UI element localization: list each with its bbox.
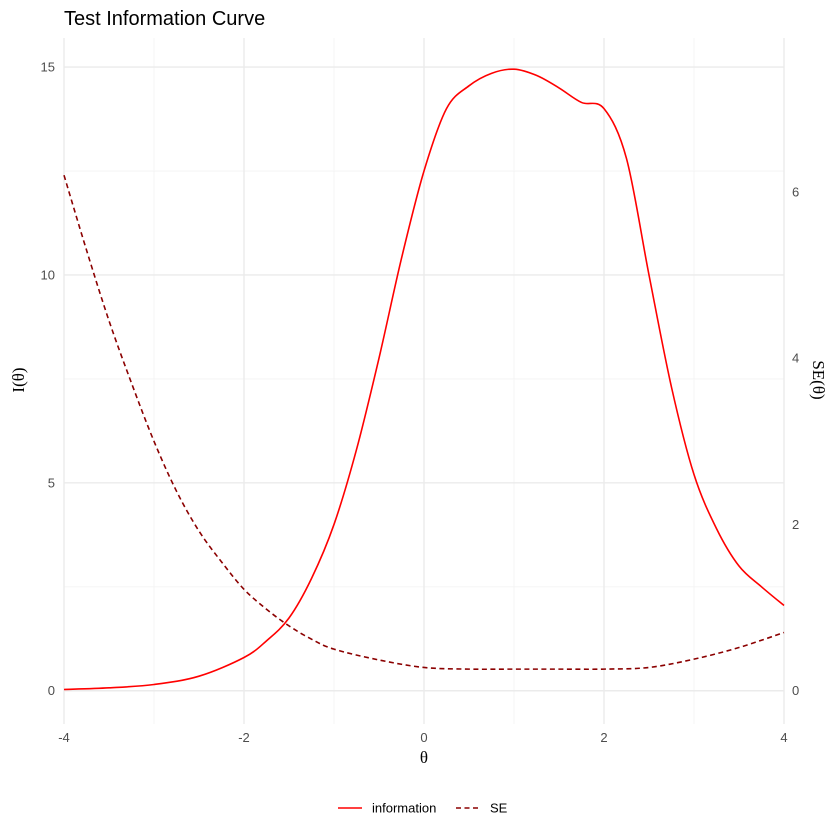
y-tick-label: 15 xyxy=(41,60,55,75)
x-tick-label: -4 xyxy=(58,730,70,745)
y2-tick-label: 2 xyxy=(792,517,799,532)
legend-label-se: SE xyxy=(490,801,508,816)
x-axis-title: θ xyxy=(420,748,428,767)
y-tick-label: 10 xyxy=(41,267,55,282)
y2-tick-label: 6 xyxy=(792,184,799,199)
axis-ticks: -4 -2 0 2 4 0 5 10 15 0 2 4 6 xyxy=(41,60,800,745)
x-tick-label: 4 xyxy=(780,730,787,745)
y-tick-label: 0 xyxy=(48,683,55,698)
chart-legend: information SE xyxy=(338,801,508,816)
y2-axis-title: SE(θ) xyxy=(809,360,828,399)
x-tick-label: -2 xyxy=(238,730,250,745)
series-line-se xyxy=(63,174,785,671)
legend-label-information: information xyxy=(372,801,436,816)
plot-series xyxy=(63,68,785,691)
y2-tick-label: 4 xyxy=(792,351,799,366)
plot-grid xyxy=(63,38,785,724)
x-tick-label: 0 xyxy=(420,730,427,745)
chart-title: Test Information Curve xyxy=(64,8,265,30)
y2-tick-label: 0 xyxy=(792,683,799,698)
y-tick-label: 5 xyxy=(48,475,55,490)
y-axis-title: I(θ) xyxy=(9,367,28,392)
x-tick-label: 2 xyxy=(600,730,607,745)
series-line-information xyxy=(63,68,785,691)
